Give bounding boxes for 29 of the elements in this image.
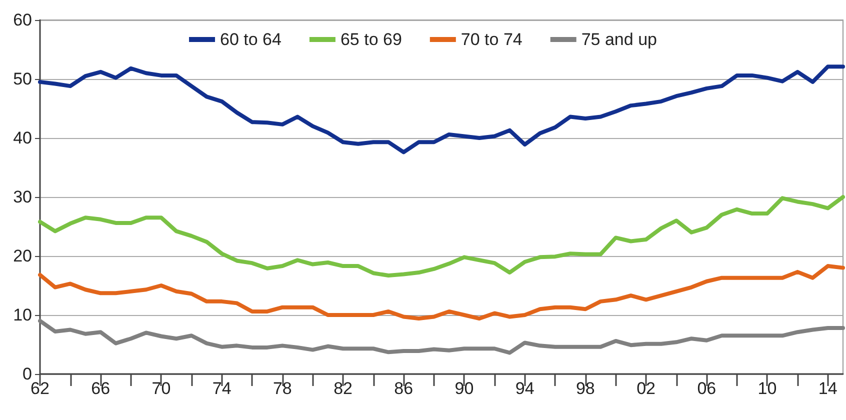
line-series [38, 195, 845, 278]
x-tick-label: 62 [30, 379, 50, 398]
x-tick-label: 98 [576, 379, 595, 398]
x-tick-label: 10 [758, 379, 777, 398]
y-tick-label: 30 [13, 188, 32, 206]
y-tick-label: 10 [13, 306, 32, 324]
x-tick-label: 06 [697, 379, 716, 398]
x-tick-label: 86 [394, 379, 414, 398]
x-tick-label: 90 [454, 379, 474, 398]
x-tick-label: 70 [152, 379, 171, 398]
x-tick-label: 82 [334, 379, 352, 398]
y-tick-label: 60 [13, 10, 32, 30]
y-tick-label: 50 [13, 70, 32, 88]
x-tick-label: 66 [91, 379, 110, 398]
y-tick-label: 0 [22, 364, 32, 384]
y-tick-label: 40 [13, 128, 32, 148]
x-tick-label: 78 [272, 379, 292, 398]
x-tick-label: 02 [636, 379, 656, 398]
line-series [38, 64, 845, 154]
legend-label: 75 and up [581, 30, 657, 49]
x-tick-label: 74 [212, 379, 232, 398]
line-series [38, 264, 845, 321]
line-series [38, 318, 845, 355]
legend-label: 60 to 64 [220, 30, 282, 49]
legend-label: 65 to 69 [340, 30, 402, 49]
x-tick-label: 14 [818, 379, 838, 398]
x-tick-label: 94 [515, 379, 534, 398]
y-tick-label: 20 [13, 246, 32, 266]
legend-label: 70 to 74 [460, 30, 522, 49]
